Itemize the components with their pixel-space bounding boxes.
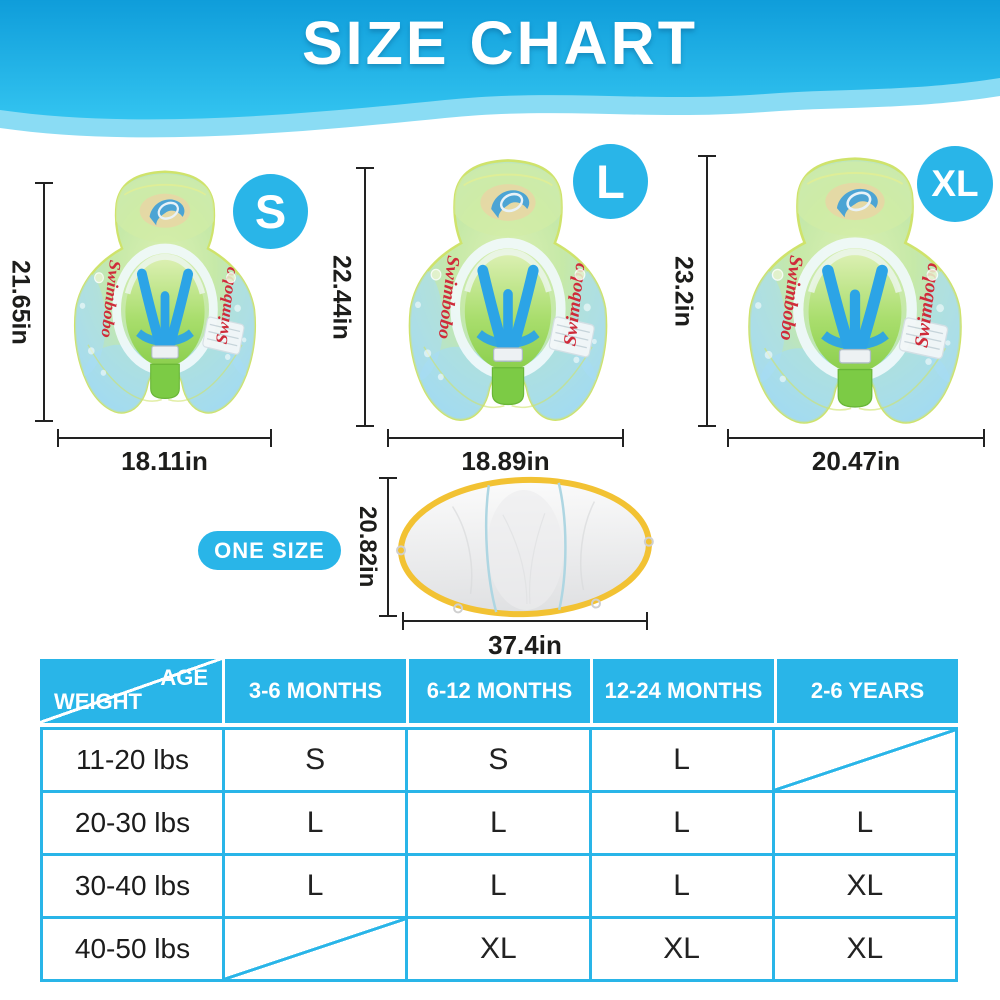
weight-label: WEIGHT bbox=[54, 689, 142, 714]
column-header-3-6-months: 3-6 MONTHS bbox=[222, 659, 406, 723]
column-header-6-12-months: 6-12 MONTHS bbox=[406, 659, 590, 723]
height-label-s: 21.65in bbox=[6, 259, 35, 345]
size-badge-xl: XL bbox=[917, 146, 993, 222]
width-dimension-line-l bbox=[387, 429, 624, 447]
weight-cell: 11-20 lbs bbox=[43, 730, 222, 790]
size-cell: L bbox=[225, 793, 406, 853]
height-dimension-line-l bbox=[356, 167, 374, 427]
width-label-xl: 20.47in bbox=[811, 446, 901, 476]
size-cell: L bbox=[591, 856, 772, 916]
width-label-canopy: 37.4in bbox=[488, 630, 562, 660]
size-badge-l: L bbox=[573, 144, 648, 219]
width-dimension-line-s bbox=[57, 429, 272, 447]
size-badge-s: S bbox=[233, 174, 308, 249]
height-dimension-line-xl bbox=[698, 155, 716, 427]
height-label-l: 22.44in bbox=[327, 254, 356, 340]
one-size-badge: ONE SIZE bbox=[198, 531, 341, 570]
size-cell: S bbox=[408, 730, 589, 790]
size-cell: L bbox=[225, 856, 406, 916]
size-cell: XL bbox=[591, 919, 772, 979]
column-header-12-24-months: 12-24 MONTHS bbox=[590, 659, 774, 723]
height-dimension-line-s bbox=[35, 182, 53, 422]
height-label-xl: 23.2in bbox=[669, 255, 698, 327]
width-label-l: 18.89in bbox=[461, 446, 550, 476]
height-dimension-line-canopy bbox=[379, 477, 397, 617]
page-title: SIZE CHART bbox=[302, 9, 698, 77]
empty-cell-diagonal bbox=[774, 730, 955, 790]
column-header-2-6-years: 2-6 YEARS bbox=[774, 659, 958, 723]
table-corner-cell: AGE WEIGHT bbox=[40, 659, 222, 723]
size-cell: L bbox=[408, 793, 589, 853]
weight-cell: 20-30 lbs bbox=[43, 793, 222, 853]
size-cell: L bbox=[774, 793, 955, 853]
weight-cell: 30-40 lbs bbox=[43, 856, 222, 916]
size-cell: L bbox=[408, 856, 589, 916]
size-cell: L bbox=[591, 793, 772, 853]
size-table: AGE WEIGHT 3-6 MONTHS 6-12 MONTHS 12-24 … bbox=[40, 659, 958, 982]
canopy-illustration bbox=[396, 476, 654, 618]
height-label-canopy: 20.82in bbox=[354, 506, 381, 588]
width-dimension-line-canopy bbox=[402, 612, 648, 630]
size-cell: L bbox=[591, 730, 772, 790]
header-wave bbox=[0, 0, 1000, 138]
size-cell: XL bbox=[774, 856, 955, 916]
weight-cell: 40-50 lbs bbox=[43, 919, 222, 979]
width-label-s: 18.11in bbox=[121, 446, 208, 476]
table-header-row: AGE WEIGHT 3-6 MONTHS 6-12 MONTHS 12-24 … bbox=[40, 659, 958, 723]
table-body: 11-20 lbs S S L 20-30 lbs L L L L 30-40 … bbox=[40, 727, 958, 982]
empty-cell-diagonal bbox=[225, 919, 406, 979]
size-cell: XL bbox=[408, 919, 589, 979]
size-cell: XL bbox=[774, 919, 955, 979]
age-label: AGE bbox=[160, 665, 208, 690]
width-dimension-line-xl bbox=[727, 429, 985, 447]
size-cell: S bbox=[225, 730, 406, 790]
